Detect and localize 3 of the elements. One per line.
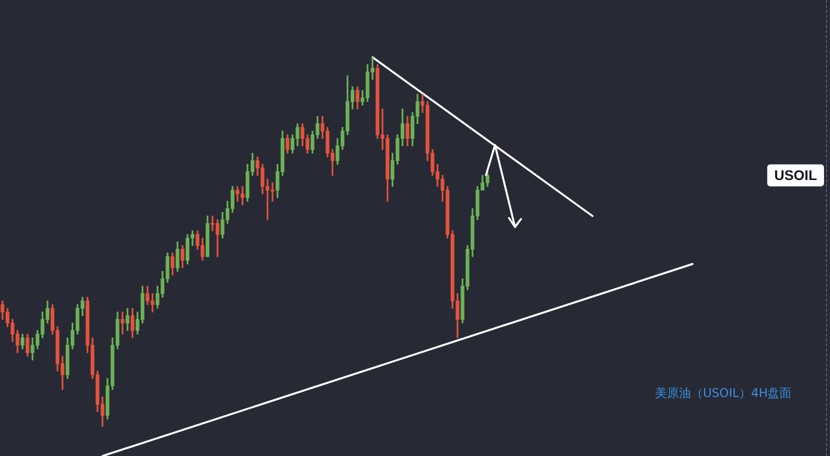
candlestick <box>120 312 124 334</box>
annotation: USOIL <box>774 167 818 184</box>
text: 美原油（USOIL）4H盘面 <box>655 385 792 402</box>
